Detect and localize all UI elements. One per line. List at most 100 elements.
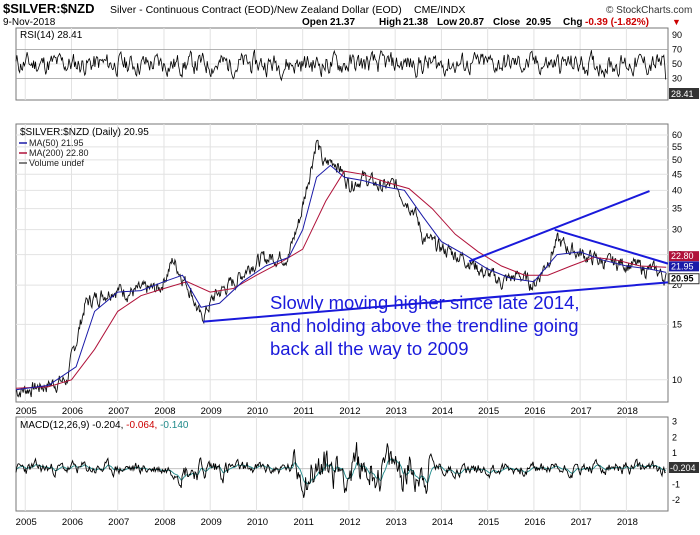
header-symbol: $SILVER:$NZD [3, 1, 95, 16]
macd-current-value: -0.204 [670, 463, 696, 473]
last-value-1: 21.95 [671, 261, 694, 271]
macd-series-line [15, 442, 666, 498]
brand-watermark: © StockCharts.com [606, 5, 692, 16]
year-tick-2015: 2015 [478, 406, 499, 417]
header-exchange: CME/INDX [414, 4, 465, 16]
year-tick-2011: 2011 [293, 517, 313, 528]
legend-entry-0: MA(50) 21.95 [29, 138, 84, 148]
year-tick-2006: 2006 [62, 406, 83, 417]
rsi-label: RSI(14) 28.41 [20, 30, 83, 41]
open-label: Open [302, 17, 328, 28]
last-badge-2 [668, 273, 700, 285]
trendline-3 [554, 228, 669, 265]
chg-value: -0.39 (-1.82%) [585, 17, 649, 28]
annotation-line-3: back all the way to 2009 [270, 338, 469, 359]
close-label: Close [493, 17, 521, 28]
rsi-current-badge [669, 88, 699, 99]
ma200-series-line [15, 170, 667, 389]
open-value: 21.37 [330, 17, 355, 28]
annotation-line-1: Slowly moving higher since late 2014, [270, 292, 580, 313]
legend-entry-1: MA(200) 22.80 [29, 148, 89, 158]
price-bars [15, 139, 667, 398]
last-value-0: 22.80 [671, 251, 694, 261]
rsi-axis: 9070503010 [672, 30, 682, 98]
macd-tick-1: 1 [672, 448, 677, 458]
year-tick-2008: 2008 [154, 517, 175, 528]
year-tick-2010: 2010 [247, 406, 268, 417]
year-tick-2008: 2008 [154, 406, 175, 417]
year-tick-2013: 2013 [386, 517, 407, 528]
rsi-tick-90: 90 [672, 30, 682, 40]
macd-tick-2: 2 [672, 432, 677, 442]
year-tick-2007: 2007 [108, 517, 129, 528]
price-tick-20: 20 [672, 280, 682, 290]
last-value-2: 20.95 [671, 274, 694, 284]
rsi-tick-50: 50 [672, 59, 682, 69]
price-tick-50: 50 [672, 155, 682, 165]
macd-axis: 3210-1-2 [672, 417, 680, 505]
rsi-current-value: 28.41 [671, 89, 694, 99]
year-tick-2006: 2006 [62, 517, 83, 528]
rsi-tick-30: 30 [672, 73, 682, 83]
year-tick-2011: 2011 [293, 406, 313, 417]
year-tick-2005: 2005 [16, 517, 37, 528]
macd-label: MACD(12,26,9) -0.204, -0.064, -0.140 [20, 420, 189, 431]
header-date: 9-Nov-2018 [3, 17, 56, 28]
price-tick-10: 10 [672, 375, 682, 385]
price-tick-55: 55 [672, 142, 682, 152]
macd-tick--2: -2 [672, 495, 680, 505]
year-axis-top: 2005 2006 2007 2008 2009 2010 2011 2012 2013 2014… [16, 406, 638, 417]
trendline-1 [203, 281, 669, 323]
high-label: High [379, 17, 401, 28]
price-tick-60: 60 [672, 130, 682, 140]
chg-label: Chg [563, 17, 582, 28]
rsi-series-line [15, 49, 667, 82]
year-tick-2014: 2014 [432, 517, 453, 528]
annotation-line-2: and holding above the trendline going [270, 315, 579, 336]
macd-tick-3: 3 [672, 417, 677, 427]
header-description: Silver - Continuous Contract (EOD)/New Z… [110, 4, 402, 16]
year-tick-2016: 2016 [524, 517, 545, 528]
year-tick-2015: 2015 [478, 517, 499, 528]
ma50-series-line [15, 164, 667, 391]
legend-entry-2: Volume undef [29, 158, 85, 168]
year-tick-2018: 2018 [617, 517, 638, 528]
price-label: $SILVER:$NZD (Daily) 20.95 [20, 127, 149, 138]
year-tick-2018: 2018 [617, 406, 638, 417]
chart-annotation: Slowly moving higher since late 2014,and… [270, 292, 580, 359]
trendline-2 [468, 190, 650, 263]
price-tick-30: 30 [672, 225, 682, 235]
year-tick-2017: 2017 [571, 406, 592, 417]
macd-tick--1: -1 [672, 479, 680, 489]
year-tick-2013: 2013 [386, 406, 407, 417]
year-tick-2012: 2012 [339, 406, 360, 417]
year-tick-2009: 2009 [201, 517, 222, 528]
price-tick-45: 45 [672, 169, 682, 179]
chg-down-arrow-icon: ▼ [672, 17, 681, 27]
year-axis-bottom: 2005 2006 2007 2008 2009 2010 2011 2012 2013 2014… [16, 517, 638, 528]
year-tick-2012: 2012 [339, 517, 360, 528]
year-tick-2017: 2017 [571, 517, 592, 528]
price-tick-35: 35 [672, 204, 682, 214]
low-value: 20.87 [459, 17, 484, 28]
price-tick-15: 15 [672, 319, 682, 329]
macd-current-badge [669, 462, 699, 473]
trendlines [203, 190, 669, 323]
year-tick-2005: 2005 [16, 406, 37, 417]
low-label: Low [437, 17, 457, 28]
year-tick-2016: 2016 [524, 406, 545, 417]
macd-panel-frame [15, 416, 669, 512]
year-tick-2014: 2014 [432, 406, 453, 417]
last-badge-1 [669, 261, 699, 272]
rsi-tick-70: 70 [672, 45, 682, 55]
price-panel-frame [15, 123, 669, 403]
last-badge-0 [669, 251, 699, 262]
year-tick-2010: 2010 [247, 517, 268, 528]
year-tick-2009: 2009 [201, 406, 222, 417]
price-series-line [15, 139, 667, 398]
close-value: 20.95 [526, 17, 551, 28]
